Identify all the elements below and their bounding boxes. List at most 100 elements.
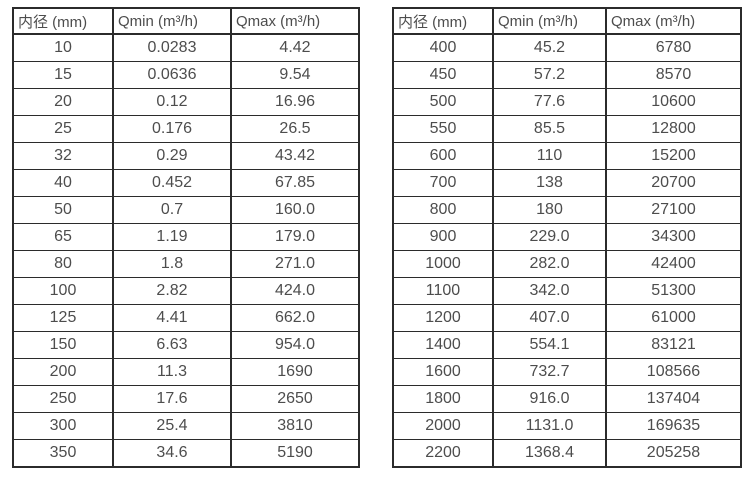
qmax-cell: 6780 (605, 33, 742, 62)
qmax-cell: 4.42 (230, 33, 360, 62)
table-row: 20 0.12 16.96 (12, 88, 360, 116)
qmin-cell: 34.6 (112, 439, 232, 468)
diameter-cell: 1400 (392, 331, 494, 359)
qmin-cell: 554.1 (492, 331, 607, 359)
diameter-cell: 100 (12, 277, 114, 305)
qmin-cell: 25.4 (112, 412, 232, 440)
table-row: 2000 1131.0 169635 (392, 412, 742, 440)
table-row: 32 0.29 43.42 (12, 142, 360, 170)
table-row: 1000 282.0 42400 (392, 250, 742, 278)
qmin-cell: 138 (492, 169, 607, 197)
diameter-cell: 300 (12, 412, 114, 440)
qmax-cell: 3810 (230, 412, 360, 440)
diameter-cell: 400 (392, 33, 494, 62)
table-row: 1100 342.0 51300 (392, 277, 742, 305)
diameter-cell: 1200 (392, 304, 494, 332)
table-row: 800 180 27100 (392, 196, 742, 224)
table-body: 10 0.0283 4.42 15 0.0636 9.54 20 0.12 16.96 25 0.1… (12, 33, 360, 468)
diameter-cell: 50 (12, 196, 114, 224)
qmax-cell: 160.0 (230, 196, 360, 224)
qmin-cell: 6.63 (112, 331, 232, 359)
diameter-cell: 10 (12, 33, 114, 62)
diameter-cell: 900 (392, 223, 494, 251)
diameter-cell: 150 (12, 331, 114, 359)
table-row: 350 34.6 5190 (12, 439, 360, 468)
qmin-cell: 4.41 (112, 304, 232, 332)
qmax-cell: 43.42 (230, 142, 360, 170)
qmin-cell: 0.452 (112, 169, 232, 197)
qmin-cell: 1131.0 (492, 412, 607, 440)
qmax-cell: 12800 (605, 115, 742, 143)
qmin-cell: 1368.4 (492, 439, 607, 468)
qmax-cell: 10600 (605, 88, 742, 116)
table-row: 50 0.7 160.0 (12, 196, 360, 224)
qmax-cell: 42400 (605, 250, 742, 278)
qmin-cell: 732.7 (492, 358, 607, 386)
qmin-cell: 2.82 (112, 277, 232, 305)
diameter-cell: 65 (12, 223, 114, 251)
qmin-cell: 282.0 (492, 250, 607, 278)
diameter-cell: 20 (12, 88, 114, 116)
diameter-cell: 600 (392, 142, 494, 170)
table-row: 1200 407.0 61000 (392, 304, 742, 332)
diameter-cell: 450 (392, 61, 494, 89)
table-row: 400 45.2 6780 (392, 33, 742, 62)
table-body: 400 45.2 6780 450 57.2 8570 500 77.6 10600 550 85.… (392, 33, 742, 468)
table-row: 10 0.0283 4.42 (12, 33, 360, 62)
qmin-cell: 180 (492, 196, 607, 224)
table-row: 2200 1368.4 205258 (392, 439, 742, 468)
diameter-cell: 200 (12, 358, 114, 386)
qmin-cell: 0.7 (112, 196, 232, 224)
table-header: 内径 (mm) Qmin (m³/h) Qmax (m³/h) (12, 7, 360, 35)
diameter-cell: 15 (12, 61, 114, 89)
diameter-cell: 350 (12, 439, 114, 468)
diameter-cell: 1000 (392, 250, 494, 278)
column-header-diameter: 内径 (mm) (12, 7, 114, 35)
diameter-cell: 550 (392, 115, 494, 143)
diameter-cell: 700 (392, 169, 494, 197)
diameter-cell: 500 (392, 88, 494, 116)
qmin-cell: 229.0 (492, 223, 607, 251)
qmax-cell: 27100 (605, 196, 742, 224)
table-row: 15 0.0636 9.54 (12, 61, 360, 89)
table-header: 内径 (mm) Qmin (m³/h) Qmax (m³/h) (392, 7, 742, 35)
diameter-cell: 1100 (392, 277, 494, 305)
qmax-cell: 271.0 (230, 250, 360, 278)
table-row: 500 77.6 10600 (392, 88, 742, 116)
diameter-cell: 800 (392, 196, 494, 224)
qmin-cell: 342.0 (492, 277, 607, 305)
qmax-cell: 8570 (605, 61, 742, 89)
diameter-cell: 25 (12, 115, 114, 143)
qmax-cell: 954.0 (230, 331, 360, 359)
column-header-qmax: Qmax (m³/h) (605, 7, 742, 35)
table-row: 450 57.2 8570 (392, 61, 742, 89)
diameter-cell: 1600 (392, 358, 494, 386)
table-row: 40 0.452 67.85 (12, 169, 360, 197)
qmin-cell: 0.0283 (112, 33, 232, 62)
qmax-cell: 83121 (605, 331, 742, 359)
header-row: 内径 (mm) Qmin (m³/h) Qmax (m³/h) (12, 7, 360, 35)
qmax-cell: 61000 (605, 304, 742, 332)
qmax-cell: 16.96 (230, 88, 360, 116)
table-row: 80 1.8 271.0 (12, 250, 360, 278)
table-row: 1600 732.7 108566 (392, 358, 742, 386)
qmin-cell: 110 (492, 142, 607, 170)
qmax-cell: 205258 (605, 439, 742, 468)
diameter-cell: 2200 (392, 439, 494, 468)
diameter-cell: 32 (12, 142, 114, 170)
table-row: 1400 554.1 83121 (392, 331, 742, 359)
qmin-cell: 17.6 (112, 385, 232, 413)
table-row: 200 11.3 1690 (12, 358, 360, 386)
qmax-cell: 67.85 (230, 169, 360, 197)
qmax-cell: 9.54 (230, 61, 360, 89)
table-row: 300 25.4 3810 (12, 412, 360, 440)
qmax-cell: 108566 (605, 358, 742, 386)
column-header-diameter: 内径 (mm) (392, 7, 494, 35)
table-row: 25 0.176 26.5 (12, 115, 360, 143)
qmax-cell: 137404 (605, 385, 742, 413)
qmin-cell: 85.5 (492, 115, 607, 143)
table-row: 100 2.82 424.0 (12, 277, 360, 305)
diameter-cell: 2000 (392, 412, 494, 440)
table-row: 150 6.63 954.0 (12, 331, 360, 359)
column-header-qmin: Qmin (m³/h) (492, 7, 607, 35)
